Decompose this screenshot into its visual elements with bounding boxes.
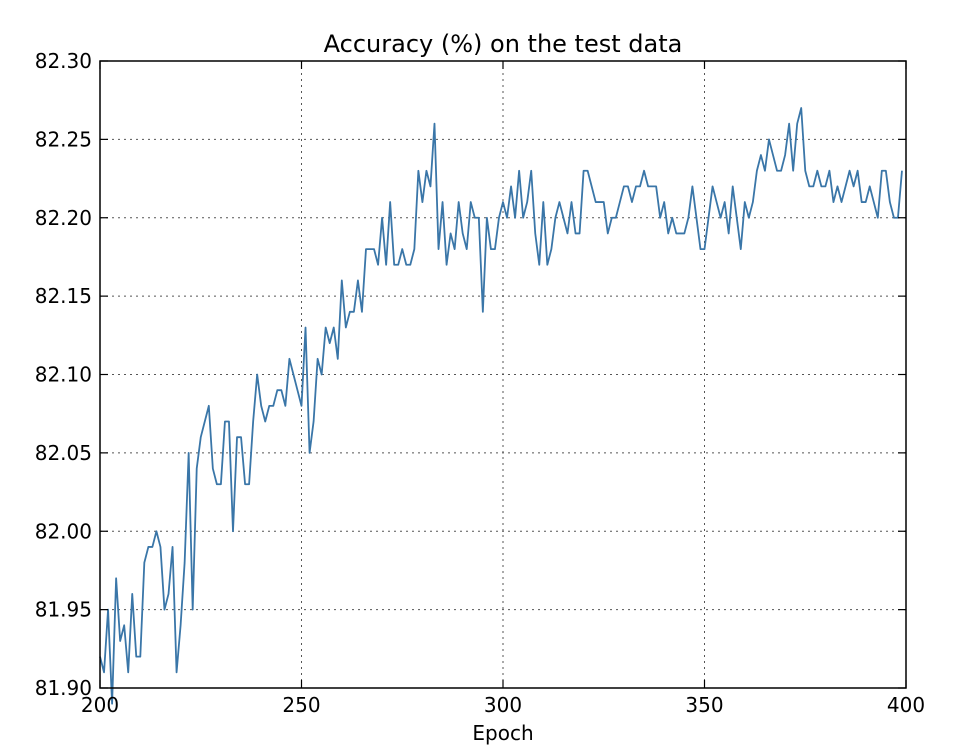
x-tick-label: 350	[685, 693, 723, 717]
x-axis-label: Epoch	[472, 721, 533, 745]
y-tick-label: 82.20	[35, 206, 92, 230]
tick-marks	[99, 60, 907, 689]
tick-labels: 200 250 300 350 400 81.90 81.95 82.00 82.05 82.10…	[35, 49, 925, 717]
x-tick-label: 200	[81, 693, 119, 717]
x-tick-label: 300	[484, 693, 522, 717]
y-tick-label: 81.90	[35, 676, 92, 700]
y-tick-label: 82.15	[35, 284, 92, 308]
x-tick-label: 400	[887, 693, 925, 717]
y-tick-label: 82.25	[35, 127, 92, 151]
y-tick-label: 81.95	[35, 598, 92, 622]
series-layer	[99, 107, 903, 705]
x-tick-label: 250	[282, 693, 320, 717]
y-tick-label: 82.10	[35, 363, 92, 387]
y-tick-label: 82.30	[35, 49, 92, 73]
y-tick-label: 82.05	[35, 441, 92, 465]
y-tick-label: 82.00	[35, 519, 92, 543]
series-line	[99, 107, 903, 705]
chart-title: Accuracy (%) on the test data	[324, 30, 683, 58]
